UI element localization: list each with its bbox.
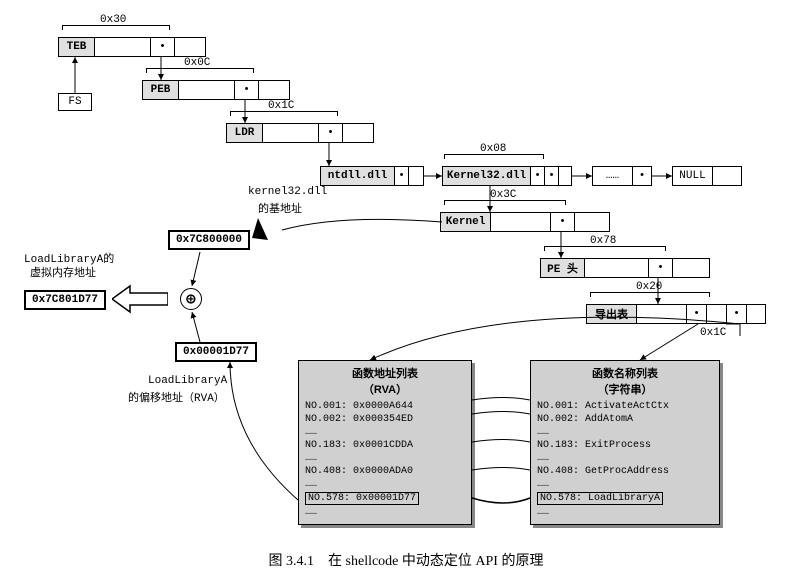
teb-offset: 0x30 <box>100 14 126 26</box>
dots-struct: …… • <box>592 166 652 186</box>
plus-circle-icon: ⊕ <box>180 288 202 310</box>
name-row-3: NO.183: ExitProcess <box>537 440 713 451</box>
name-row-5: NO.578: LoadLibraryA <box>537 492 663 505</box>
result-label2: 虚拟内存地址 <box>30 264 96 280</box>
peb-offset: 0x0C <box>184 57 210 69</box>
base-addr-label1: kernel32.dll <box>248 186 327 198</box>
ldr-label: LDR <box>235 127 255 139</box>
base-addr-label2: 的基地址 <box>258 200 302 216</box>
name-title1: 函数名称列表 <box>592 368 658 380</box>
addr-row-2: NO.002: 0x000354ED <box>305 414 465 425</box>
figure-caption: 图 3.4.1 在 shellcode 中动态定位 API 的原理 <box>0 550 812 570</box>
ldr-struct: LDR • <box>226 123 374 143</box>
addr-row-1: NO.001: 0x0000A644 <box>305 401 465 412</box>
rva-box: 0x00001D77 <box>175 342 257 362</box>
kernel-offset: 0x3C <box>490 189 516 201</box>
name-dots-3: …… <box>537 479 713 490</box>
addr-title2: （RVA） <box>363 384 407 396</box>
base-addr-box: 0x7C800000 <box>168 230 250 250</box>
name-dots-4: …… <box>537 507 713 518</box>
name-dots-1: …… <box>537 427 713 438</box>
ntdll-struct: ntdll.dll • <box>320 166 424 186</box>
kernel32-struct: Kernel32.dll • • <box>442 166 572 186</box>
null-label: NULL <box>679 170 705 182</box>
null-struct: NULL <box>672 166 742 186</box>
peb-label: PEB <box>151 84 171 96</box>
teb-struct: TEB • <box>58 37 206 57</box>
teb-label: TEB <box>67 41 87 53</box>
result-box: 0x7C801D77 <box>24 290 106 310</box>
dots-label: …… <box>606 170 619 182</box>
kernel-struct: Kernel • <box>440 212 610 232</box>
export-label: 导出表 <box>595 306 628 322</box>
pe-offset: 0x78 <box>590 235 616 247</box>
name-dots-2: …… <box>537 453 713 464</box>
peb-struct: PEB • <box>142 80 290 100</box>
addr-dots-3: …… <box>305 479 465 490</box>
name-title2: （字符串） <box>598 384 653 396</box>
base-addr-value: 0x7C800000 <box>176 234 242 246</box>
addr-dots-4: …… <box>305 507 465 518</box>
ldr-offset: 0x1C <box>268 100 294 112</box>
addr-row-5: NO.578: 0x00001D77 <box>305 492 419 505</box>
addr-row-4: NO.408: 0x0000ADA0 <box>305 466 465 477</box>
name-row-2: NO.002: AddAtomA <box>537 414 713 425</box>
ntdll-label: ntdll.dll <box>328 170 387 182</box>
name-table: 函数名称列表 （字符串） NO.001: ActivateActCtx NO.00… <box>530 360 720 525</box>
fs-label: FS <box>68 96 81 108</box>
export-struct: 导出表 • • <box>586 304 766 324</box>
big-arrow-svg <box>112 284 168 314</box>
pe-label: PE 头 <box>547 260 578 276</box>
fs-box: FS <box>58 93 92 111</box>
k32-offset: 0x08 <box>480 143 506 155</box>
rva-label2: 的偏移地址（RVA） <box>128 389 225 405</box>
addr-dots-1: …… <box>305 427 465 438</box>
export-offset-names: 0x20 <box>636 281 662 293</box>
rva-value: 0x00001D77 <box>183 346 249 358</box>
name-row-1: NO.001: ActivateActCtx <box>537 401 713 412</box>
result-value: 0x7C801D77 <box>32 294 98 306</box>
kernel32-label: Kernel32.dll <box>447 170 526 182</box>
addr-table: 函数地址列表 （RVA） NO.001: 0x0000A644 NO.002: 0… <box>298 360 472 525</box>
addr-dots-2: …… <box>305 453 465 464</box>
addr-title1: 函数地址列表 <box>352 368 418 380</box>
addr-row-3: NO.183: 0x0001CDDA <box>305 440 465 451</box>
pe-struct: PE 头 • <box>540 258 710 278</box>
name-row-4: NO.408: GetProcAddress <box>537 466 713 477</box>
rva-label1: LoadLibraryA <box>148 375 227 387</box>
kernel-label: Kernel <box>446 216 486 228</box>
export-offset-addrs: 0x1C <box>700 327 726 339</box>
